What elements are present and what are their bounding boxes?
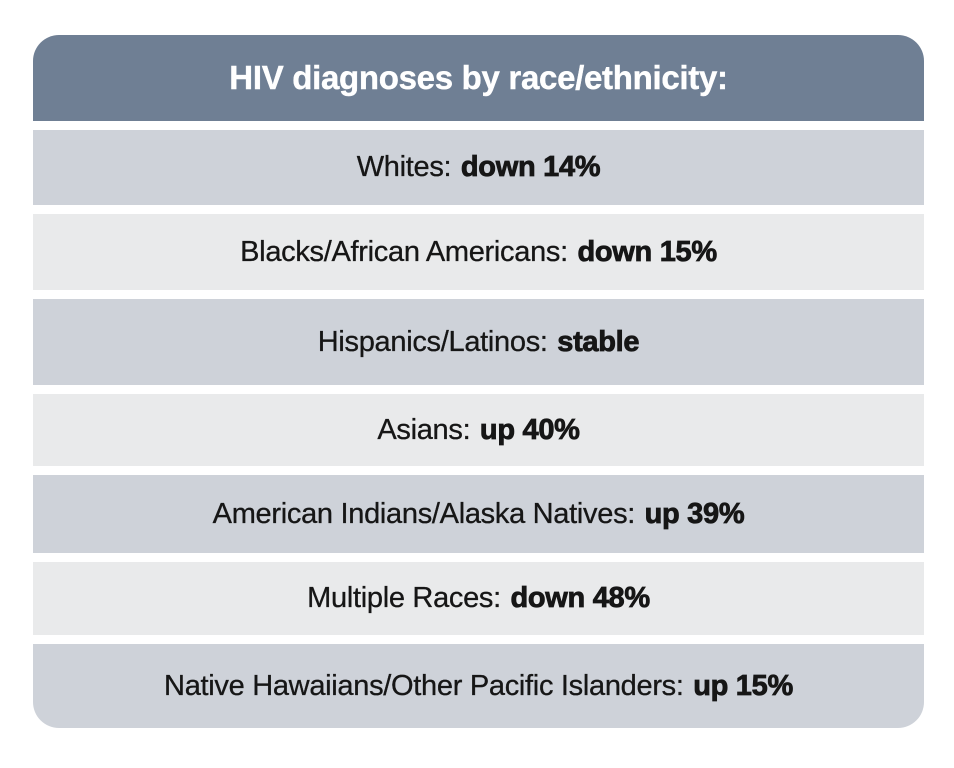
row-label: American Indians/Alaska Natives: [212, 497, 636, 530]
row-label: Hispanics/Latinos: [317, 325, 549, 358]
row-label: Whites: [356, 151, 452, 183]
row-value: down 48% [510, 582, 651, 615]
row-value: stable [557, 325, 640, 358]
row-value: down 15% [577, 235, 718, 268]
row-value: up 40% [479, 413, 581, 446]
row-value: down 14% [460, 151, 601, 184]
hiv-diagnoses-table: HIV diagnoses by race/ethnicity: Whites:… [33, 35, 924, 728]
row-label: Native Hawaiians/Other Pacific Islanders… [164, 669, 684, 702]
table-rows-container: Whites: down 14% Blacks/African American… [33, 130, 924, 728]
row-label: Multiple Races: [307, 582, 501, 614]
table-row: Whites: down 14% [33, 130, 924, 205]
row-value: up 15% [693, 669, 794, 702]
table-row: Multiple Races: down 48% [33, 562, 924, 635]
row-label: Asians: [377, 413, 471, 446]
table-row: Asians: up 40% [33, 394, 924, 466]
row-label: Blacks/African Americans: [240, 235, 568, 268]
table-row: Hispanics/Latinos: stable [33, 299, 924, 385]
table-row: Native Hawaiians/Other Pacific Islanders… [33, 644, 924, 728]
table-title: HIV diagnoses by race/ethnicity: [229, 59, 728, 96]
table-row: Blacks/African Americans: down 15% [33, 214, 924, 290]
table-row: American Indians/Alaska Natives: up 39% [33, 475, 924, 553]
table-header: HIV diagnoses by race/ethnicity: [33, 35, 924, 121]
row-value: up 39% [644, 497, 745, 530]
